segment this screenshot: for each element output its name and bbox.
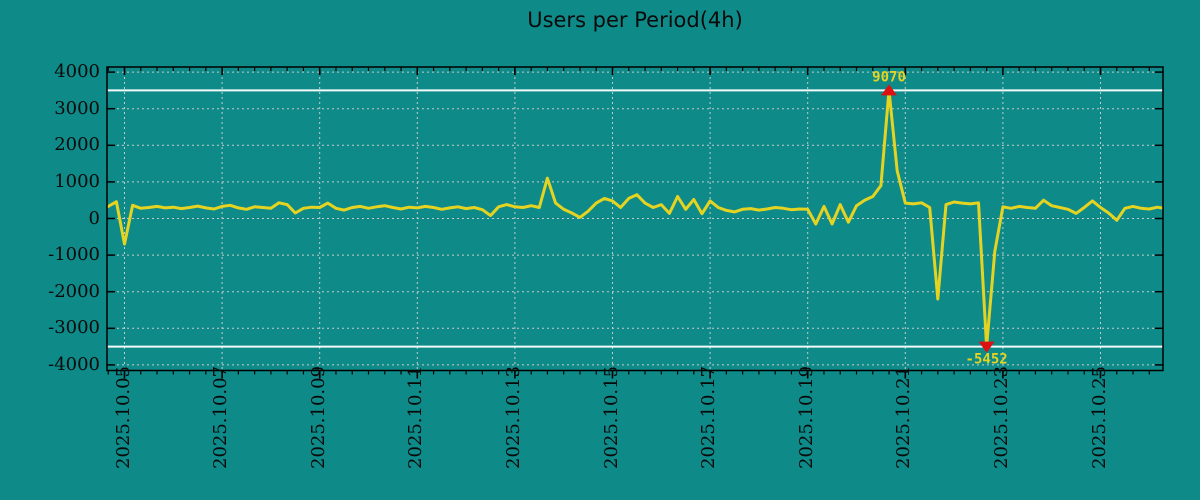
y-tick-label: 3000	[54, 97, 100, 119]
min-annotation: -5452	[966, 352, 1008, 368]
y-tick-label: -4000	[48, 353, 100, 375]
x-tick-label: 2025.10.07	[210, 365, 232, 469]
x-tick-label: 2025.10.15	[600, 365, 622, 469]
x-tick-label: 2025.10.25	[1088, 365, 1110, 469]
max-marker	[881, 84, 898, 96]
y-tick-label: 1000	[54, 170, 100, 192]
y-tick-label: -3000	[48, 317, 100, 339]
x-tick-label: 2025.10.13	[502, 365, 524, 469]
min-marker	[978, 341, 995, 353]
x-tick-label: 2025.10.09	[307, 365, 329, 469]
x-tick-label: 2025.10.23	[990, 365, 1012, 469]
y-tick-label: -2000	[48, 280, 100, 302]
y-tick-label: 2000	[54, 134, 100, 156]
plot-border	[106, 66, 1164, 372]
x-tick-label: 2025.10.11	[405, 365, 427, 469]
x-tick-label: 2025.10.21	[893, 365, 915, 469]
max-annotation: 9070	[872, 69, 906, 85]
x-tick-label: 2025.10.05	[112, 365, 134, 469]
x-tick-label: 2025.10.17	[698, 365, 720, 469]
y-tick-label: 4000	[54, 61, 100, 83]
chart-title: Users per Period(4h)	[527, 8, 743, 32]
y-tick-label: 0	[88, 207, 100, 229]
series-line	[107, 88, 1163, 349]
x-tick-label: 2025.10.19	[795, 365, 817, 469]
y-tick-label: -1000	[48, 244, 100, 266]
